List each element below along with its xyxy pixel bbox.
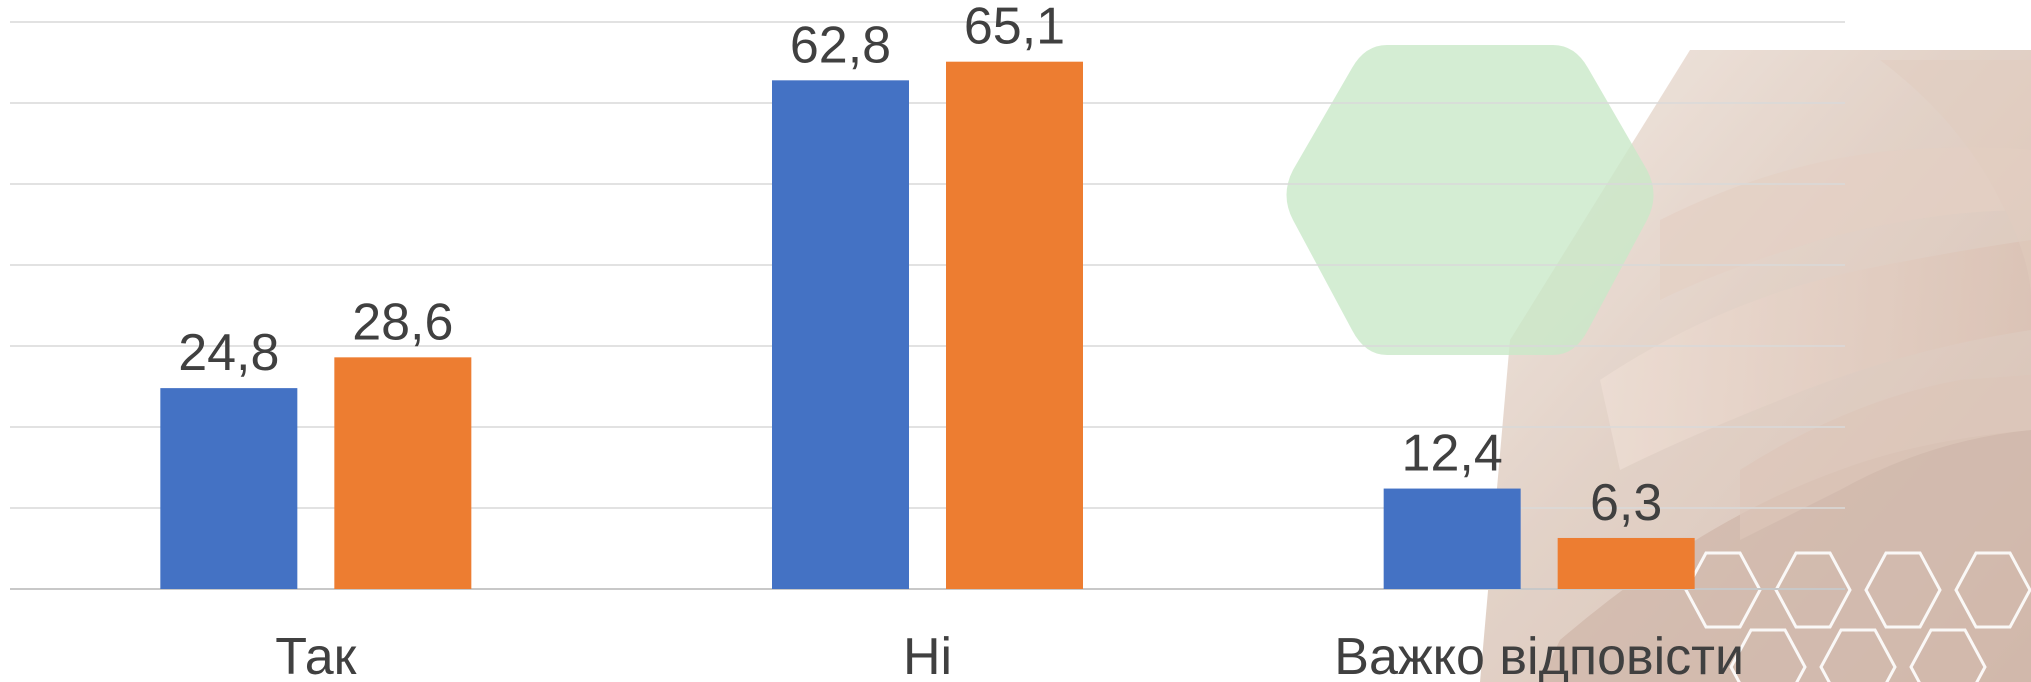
data-label-series-1-category-3: 12,4 [1402, 425, 1503, 483]
bar-series-2-category-1 [334, 357, 472, 589]
bar-series-1-category-1 [160, 388, 298, 589]
bar-series-2-category-2 [946, 61, 1083, 589]
category-label: Ні [903, 628, 952, 682]
category-labels: Так Ні Важко відповісти [275, 628, 1744, 682]
data-label-series-1-category-1: 24,8 [178, 324, 279, 382]
bar-series-2-category-3 [1557, 537, 1695, 589]
bars [160, 61, 1695, 589]
bar-series-1-category-3 [1383, 488, 1521, 589]
gridlines [10, 21, 1845, 590]
category-label: Важко відповісти [1334, 628, 1744, 682]
data-label-series-2-category-1: 28,6 [352, 293, 453, 351]
data-labels: 24,8 28,6 62,8 65,1 12,4 6,3 [178, 0, 1662, 532]
data-label-series-2-category-2: 65,1 [964, 0, 1065, 56]
green-hexagon-decoration [1286, 45, 1654, 355]
data-label-series-1-category-2: 62,8 [790, 16, 891, 74]
bar-series-1-category-2 [772, 80, 909, 589]
data-label-series-2-category-3: 6,3 [1590, 474, 1662, 532]
category-label: Так [275, 628, 356, 682]
